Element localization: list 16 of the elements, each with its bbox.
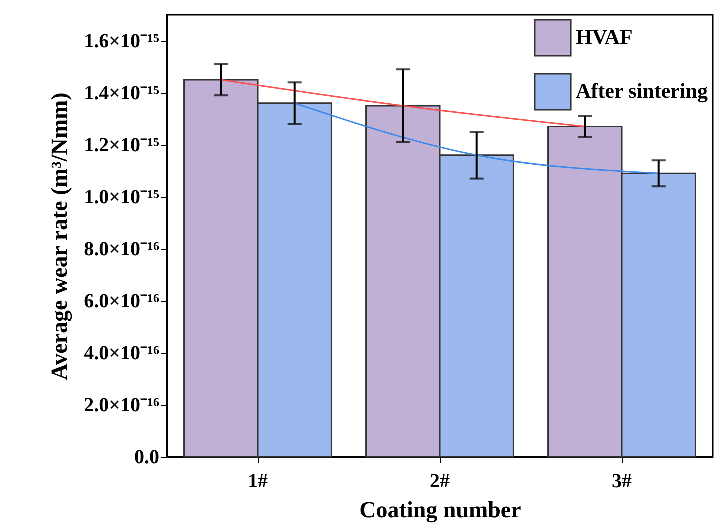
y-tick-label: 1.2×10⁻¹⁵ <box>84 134 160 156</box>
x-tick-label: 3# <box>612 470 632 492</box>
legend-label: HVAF <box>576 25 633 49</box>
y-tick-label: 8.0×10⁻¹⁶ <box>84 238 160 260</box>
x-tick-label: 1# <box>248 470 268 492</box>
y-tick-label: 1.4×10⁻¹⁵ <box>84 82 160 104</box>
y-tick-label: 4.0×10⁻¹⁶ <box>84 342 160 364</box>
y-tick-label: 1.6×10⁻¹⁵ <box>84 30 160 52</box>
x-tick-label: 2# <box>430 470 450 492</box>
y-tick-label: 6.0×10⁻¹⁶ <box>84 290 160 312</box>
x-axis-title: Coating number <box>360 498 522 524</box>
legend-label: After sintering <box>576 79 708 103</box>
y-tick-label: 0.0 <box>134 446 160 468</box>
y-tick-label: 1.0×10⁻¹⁵ <box>84 186 160 208</box>
y-tick-label: 2.0×10⁻¹⁶ <box>84 394 160 416</box>
y-axis-title: Average wear rate (m³/Nmm) <box>47 92 74 380</box>
